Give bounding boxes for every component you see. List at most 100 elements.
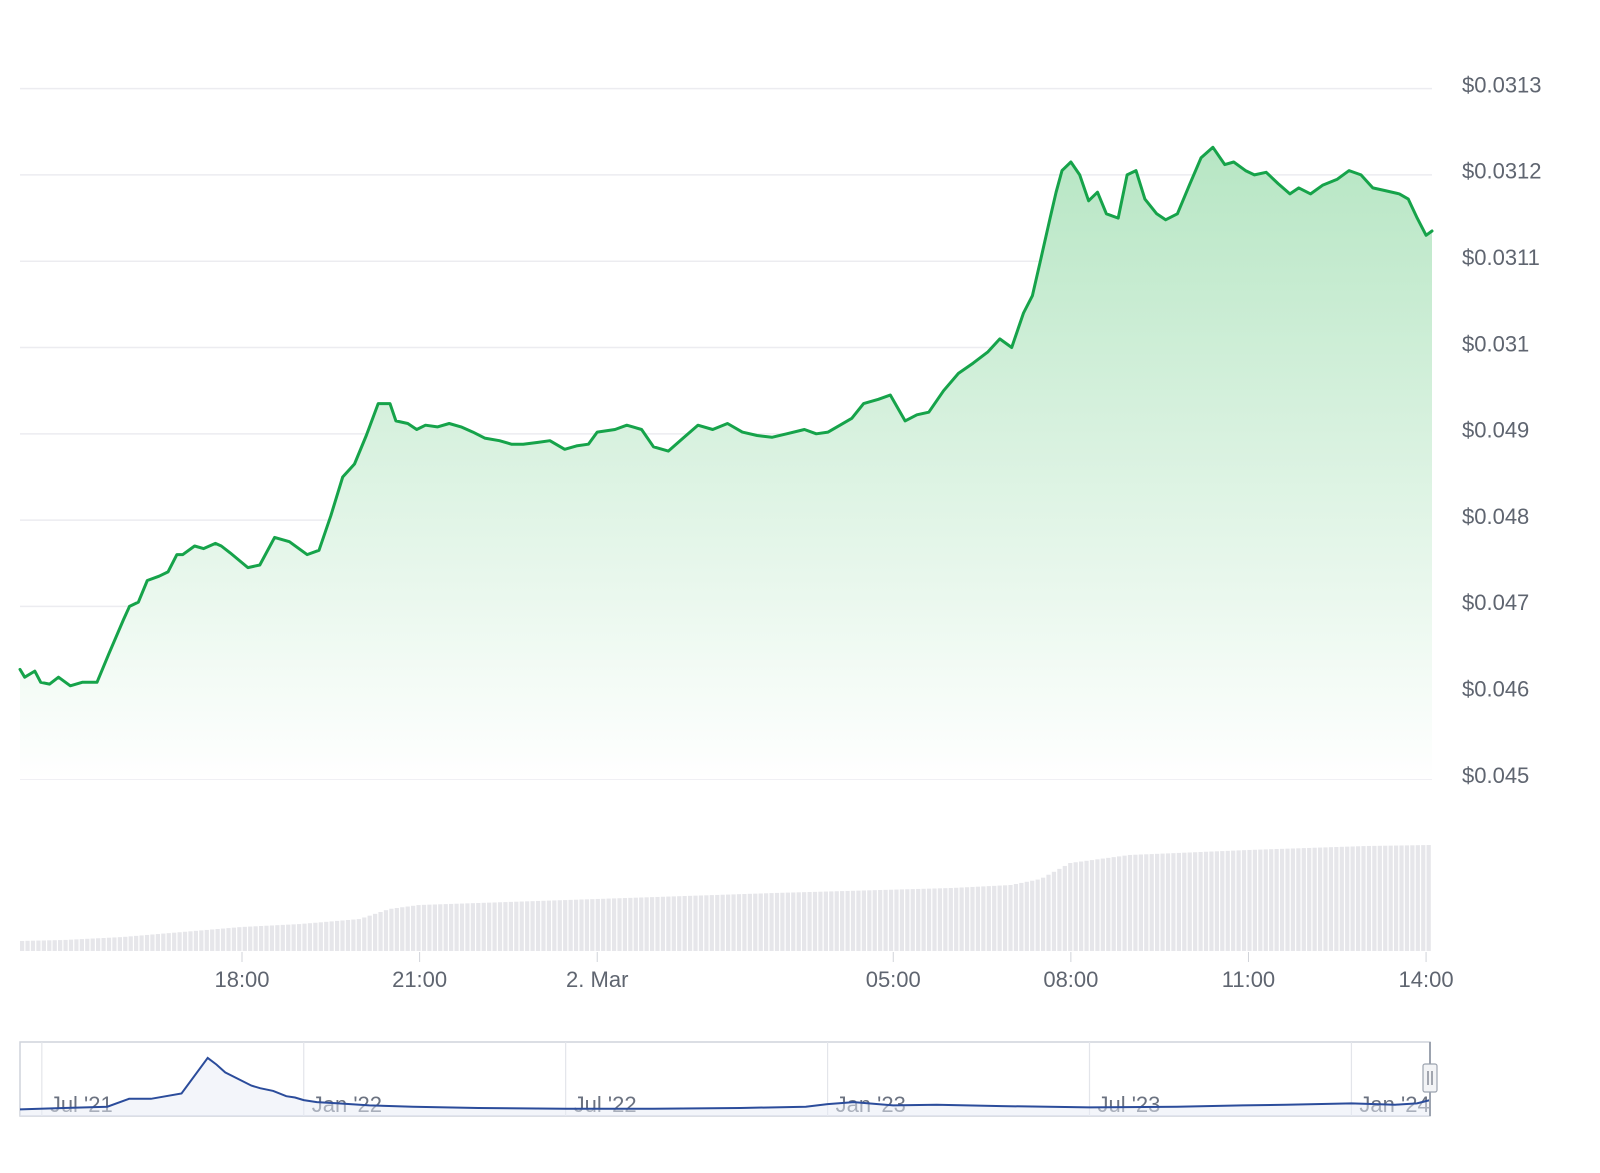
volume-bar <box>1111 857 1116 951</box>
navigator-line <box>19 1056 1431 1111</box>
volume-bar <box>1323 847 1328 951</box>
y-tick-label: $0.045 <box>1462 763 1529 788</box>
y-tick-label: $0.031 <box>1462 331 1529 356</box>
volume-bar <box>1334 847 1339 951</box>
volume-bar <box>742 894 747 951</box>
volume-bar <box>1274 849 1279 951</box>
volume-bar <box>1144 854 1149 951</box>
volume-bar <box>161 933 166 951</box>
volume-bar <box>818 891 823 951</box>
volume-bar <box>1030 880 1035 951</box>
volume-bar <box>1269 849 1274 951</box>
volume-bar <box>79 939 84 951</box>
volume-bar <box>1198 851 1203 951</box>
volume-bar <box>986 886 991 951</box>
volume-bar <box>345 920 351 951</box>
volume-bar <box>416 905 421 951</box>
volume-bar <box>845 890 850 951</box>
volume-bar <box>704 895 709 951</box>
volume-bar <box>1241 850 1247 951</box>
volume-bar <box>671 896 676 951</box>
volume-bar <box>709 895 714 951</box>
volume-bar <box>128 936 133 951</box>
volume-bar <box>1220 851 1225 951</box>
volume-bar <box>204 929 209 951</box>
volume-bar <box>617 898 622 951</box>
volume-bar <box>1421 845 1426 951</box>
volume-bar <box>981 886 986 951</box>
x-axis: 18:00 21:00 2. Mar 05:00 08:00 11:00 14:00 <box>214 952 1454 992</box>
volume-bar <box>1203 851 1209 951</box>
volume-bar <box>546 900 552 951</box>
volume-bar <box>492 902 497 951</box>
volume-bar <box>530 901 535 951</box>
volume-bar <box>20 940 25 951</box>
volume-bar <box>291 924 296 951</box>
volume-bar <box>134 935 139 951</box>
volume-bar <box>698 895 704 951</box>
volume-bar <box>1339 846 1344 951</box>
volume-bar <box>649 897 655 951</box>
volume-bar <box>1089 860 1095 951</box>
volume-bar <box>1057 868 1062 951</box>
volume-bar <box>318 922 323 951</box>
volume-bar <box>1307 847 1312 951</box>
volume-bar <box>557 900 562 951</box>
volume-bar <box>514 901 519 951</box>
volume-bar <box>850 890 856 951</box>
volume-bar <box>177 932 182 951</box>
volume-bar <box>155 934 160 951</box>
volume-bar <box>1013 884 1019 951</box>
volume-bar <box>1068 863 1073 951</box>
volume-bar <box>58 940 63 951</box>
volume-bar <box>1345 846 1350 951</box>
volume-bar <box>872 890 877 951</box>
volume-bar <box>193 930 199 951</box>
navigator-handle[interactable] <box>1422 1063 1438 1093</box>
volume-bar <box>1317 847 1323 951</box>
volume-bar <box>383 910 389 951</box>
volume-bar <box>894 889 899 951</box>
volume-bar <box>1312 847 1317 951</box>
y-tick-label: $0.046 <box>1462 677 1529 702</box>
volume-bar <box>1290 848 1296 951</box>
volume-bar <box>362 917 367 951</box>
volume-bar <box>275 925 280 951</box>
volume-bar <box>449 903 454 951</box>
volume-bar <box>269 925 275 951</box>
x-tick-label: 05:00 <box>866 967 921 992</box>
volume-bar <box>655 896 660 951</box>
volume-bar <box>519 901 524 951</box>
y-tick-label: $0.049 <box>1462 418 1529 443</box>
volume-bar <box>1008 885 1013 951</box>
volume-bar <box>1209 851 1214 951</box>
y-tick-label: $0.0311 <box>1462 245 1540 270</box>
y-axis: $0.0313 $0.0312 $0.0311 $0.031 $0.049 $0.048 $… <box>1462 72 1542 787</box>
volume-bar <box>633 897 638 951</box>
volume-bar <box>932 888 937 951</box>
volume-bar <box>1182 852 1187 951</box>
volume-bar <box>123 936 128 951</box>
volume-bar <box>487 902 492 951</box>
volume-bars <box>20 845 1431 951</box>
volume-bar <box>964 887 970 951</box>
volume-bar <box>943 888 948 951</box>
volume-bar <box>823 891 828 951</box>
volume-bar <box>470 903 475 951</box>
volume-bar <box>264 925 269 951</box>
volume-bar <box>85 938 90 951</box>
navigator-area <box>20 1057 1430 1116</box>
volume-bar <box>307 923 313 951</box>
volume-bar <box>959 887 964 951</box>
volume-bar <box>622 898 628 951</box>
volume-bar <box>454 903 459 951</box>
volume-bar <box>139 935 144 951</box>
volume-bar <box>231 927 237 951</box>
volume-bar <box>883 889 888 951</box>
volume-bar <box>411 905 416 951</box>
volume-bar <box>796 892 801 951</box>
volume-bar <box>172 932 177 951</box>
volume-bar <box>47 940 52 951</box>
